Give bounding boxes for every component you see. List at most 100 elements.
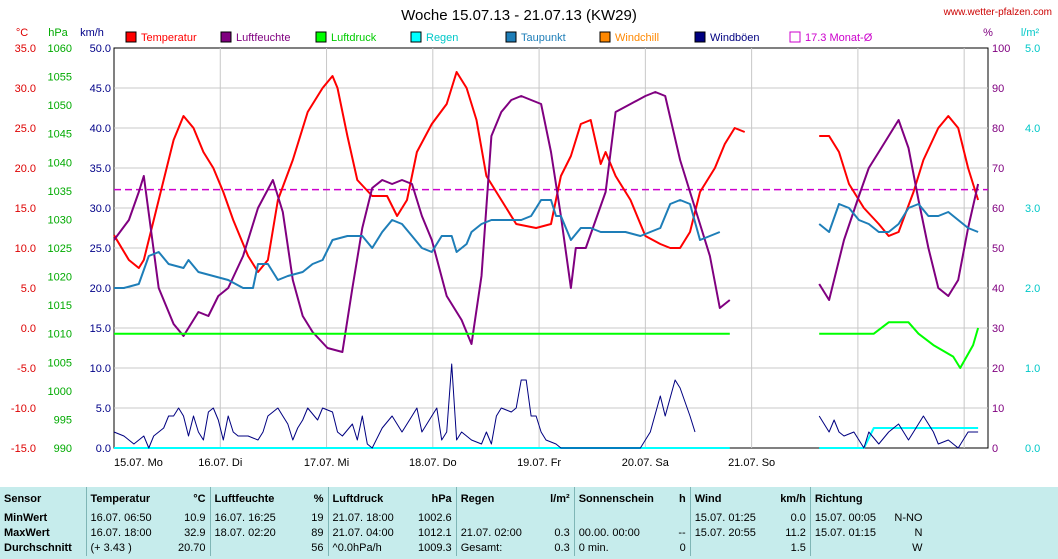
stats-cell-temp-value: 20.70 [178,542,206,554]
stats-cell-wind-time: 15.07. 01:25 [689,511,777,526]
legend: Temperatur Luftfeuchte Luftdruck Regen Taupu… [125,31,873,44]
legend-label: 17.3 Monat-Ø [805,32,873,44]
wind-tick-label: 0.0 [96,443,111,455]
stats-row-label: Durchschnitt [4,542,72,554]
legend-label: Windchill [615,32,659,44]
stats-cell-hum-time: 16.07. 16:25 [209,511,303,526]
statistics-panel: Sensor Temperatur °C Luftfeuchte % Luftd… [0,487,1058,559]
hum-tick-label: 100 [992,43,1010,55]
press-tick-label: 990 [54,443,72,455]
temp-tick-label: 20.0 [15,163,36,175]
axis-units: °C hPa km/h% l/m² [16,27,1040,39]
hum-tick-label: 90 [992,83,1004,95]
hum-tick-label: 80 [992,123,1004,135]
temp-tick-label: -5.0 [17,363,36,375]
hum-tick-label: 10 [992,403,1004,415]
press-tick-label: 1005 [48,357,72,369]
rain-unit-label: l/m² [1021,27,1040,39]
wind-tick-label: 40.0 [90,123,111,135]
stats-cell-rain-value: 0.3 [554,527,570,539]
plot-area [113,47,989,449]
stats-cell-rain-time: Gesamt: [455,541,545,556]
rain-tick-label: 3.0 [1025,203,1040,215]
stats-header-press: Luftdruck [327,487,415,511]
stats-header-rain-unit: l/m² [550,493,570,505]
stats-row: Durchschnitt (+ 3.43 ) 20.70 56 ^0.0hPa/h 100… [0,541,926,556]
weather-chart: Woche 15.07.13 - 21.07.13 (KW29) www.wet… [11,7,1052,469]
stats-cell-temp-time: (+ 3.43 ) [85,541,174,556]
hum-tick-label: 50 [992,243,1004,255]
temp-tick-label: 10.0 [15,243,36,255]
stats-cell-rain-time [455,511,545,526]
stats-cell-press-value: 1012.1 [418,527,452,539]
stats-cell-dir-value: N [914,527,923,539]
stats-cell-dir-time: 15.07. 00:05 [809,511,891,526]
stats-cell-press-time: 21.07. 18:00 [327,511,415,526]
stats-row: MinWert 16.07. 06:50 10.9 16.07. 16:25 19 21.… [0,511,926,526]
wind-tick-label: 15.0 [90,323,111,335]
series-windböen-line [818,415,979,449]
stats-cell-sun-value [662,511,690,526]
wind-tick-label: 10.0 [90,363,111,375]
series-taupunkt-line [114,199,721,289]
hum-tick-label: 20 [992,363,1004,375]
x-tick-label: 18.07. Do [409,457,457,469]
stats-cell-wind-value: 1.5 [790,542,806,554]
temp-tick-label: 25.0 [15,123,36,135]
press-tick-label: 1055 [48,72,72,84]
press-tick-label: 995 [54,414,72,426]
stats-cell-wind-value: 11.2 [785,527,806,539]
series-luftdruck-line [819,321,980,369]
wind-tick-label: 35.0 [90,163,111,175]
stats-row-label: MinWert [4,512,48,524]
temp-unit-label: °C [16,27,28,39]
stats-header-rain: Regen [455,487,545,511]
press-tick-label: 1035 [48,186,72,198]
stats-header-sun: Sonnenschein [573,487,663,511]
stats-cell-temp-time: 16.07. 06:50 [85,511,174,526]
stats-cell-dir-time: 15.07. 01:15 [809,526,891,541]
temp-tick-label: 0.0 [21,323,36,335]
series-windböen-line [113,363,696,449]
press-unit-label: hPa [48,27,68,39]
stats-cell-temp-value: 32.9 [184,527,206,539]
legend-label: Regen [426,32,458,44]
hum-tick-label: 60 [992,203,1004,215]
press-tick-label: 1060 [48,43,72,55]
stats-cell-press-value: 1002.6 [418,512,452,524]
wind-unit-label: km/h [80,27,104,39]
stats-cell-temp-value: 10.9 [184,512,206,524]
stats-cell-wind-time: 15.07. 20:55 [689,526,777,541]
press-tick-label: 1015 [48,300,72,312]
stats-cell-rain-value [544,511,574,526]
stats-cell-rain-value: 0.3 [554,542,570,554]
series-luftfeuchte-line [818,119,980,301]
stats-header-hum: Luftfeuchte [209,487,303,511]
legend-swatch [410,31,422,43]
temp-tick-label: 30.0 [15,83,36,95]
stats-cell-rain-time: 21.07. 02:00 [455,526,545,541]
legend-label: Temperatur [141,32,197,44]
stats-cell-sun-time: 0 min. [573,541,663,556]
wind-tick-label: 45.0 [90,83,111,95]
stats-cell-sun-value: 0 [679,542,686,554]
x-axis-labels: 15.07. Mo 16.07. Di 17.07. Mi 18.07. Do 19.0… [114,457,775,469]
legend-swatch [599,31,611,43]
stats-cell-hum-time: 18.07. 02:20 [209,526,303,541]
wind-tick-label: 25.0 [90,243,111,255]
legend-swatch [789,31,801,43]
stats-header-temp: Temperatur [85,487,174,511]
legend-label: Luftdruck [331,32,377,44]
statistics-table: Sensor Temperatur °C Luftfeuchte % Luftd… [0,487,926,556]
wind-tick-label: 5.0 [96,403,111,415]
rain-tick-label: 5.0 [1025,43,1040,55]
hum-tick-label: 70 [992,163,1004,175]
site-link[interactable]: www.wetter-pfalzen.com [943,7,1052,18]
press-tick-label: 1050 [48,100,72,112]
x-tick-label: 21.07. So [728,457,775,469]
hum-tick-label: 0 [992,443,998,455]
x-tick-label: 17.07. Mi [304,457,349,469]
stats-cell-hum-value: 89 [311,527,324,539]
stats-header-sensor: Sensor [4,493,42,505]
stats-cell-press-time: ^0.0hPa/h [327,541,415,556]
